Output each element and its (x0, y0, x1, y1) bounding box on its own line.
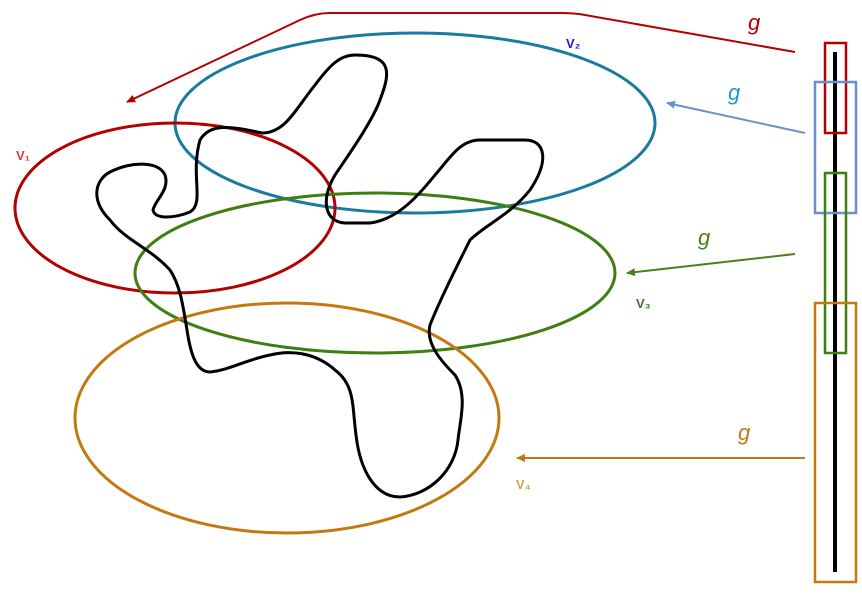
label-g-blue: g (728, 80, 741, 105)
ellipse-v3 (133, 191, 617, 355)
interval-box-orange (813, 301, 858, 584)
ellipse-v2 (173, 31, 657, 215)
label-v1: V₁ (16, 148, 30, 163)
arrow-g-green (626, 253, 796, 277)
ellipse-v4 (73, 301, 501, 535)
label-v2: V₂ (566, 36, 581, 51)
label-g-green: g (698, 225, 711, 250)
arrow-g-blue (666, 100, 806, 134)
interval-box-red (823, 41, 848, 135)
ellipse-v1 (13, 121, 337, 295)
arrow-g-red (126, 12, 796, 103)
label-v3: V₃ (636, 296, 651, 311)
closed-curve (95, 53, 545, 499)
interval-box-blue (813, 80, 858, 215)
interval-box-green (823, 171, 848, 355)
label-g-red: g (748, 10, 761, 35)
label-v4: V₄ (516, 477, 531, 492)
label-g-orange: g (738, 420, 751, 445)
